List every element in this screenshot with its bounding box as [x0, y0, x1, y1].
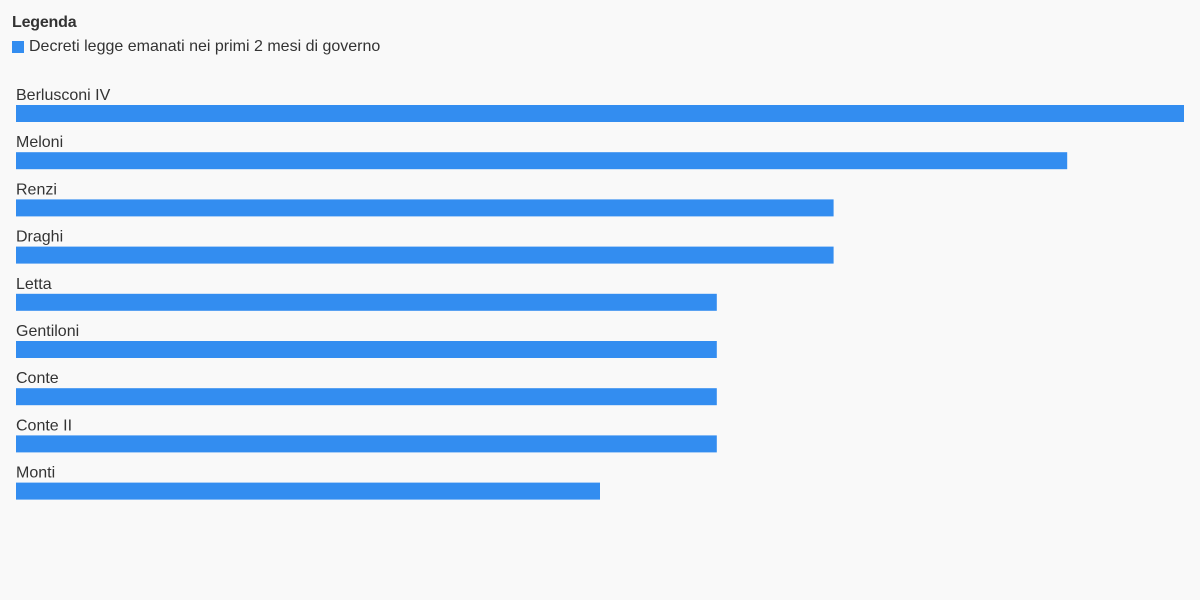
category-label: Renzi: [16, 181, 57, 198]
category-label: Berlusconi IV: [16, 87, 111, 104]
legend-title: Legenda: [12, 14, 77, 31]
category-label: Monti: [16, 465, 55, 482]
bar[interactable]: [16, 152, 1068, 170]
bar[interactable]: [16, 246, 834, 264]
legend-series-label: Decreti legge emanati nei primi 2 mesi d…: [29, 38, 381, 55]
category-label: Conte: [16, 370, 59, 387]
legend: Legenda Decreti legge emanati nei primi …: [12, 12, 380, 59]
bar[interactable]: [16, 341, 717, 358]
category-label: Letta: [16, 276, 52, 293]
category-label: Meloni: [16, 134, 63, 151]
bar[interactable]: [16, 105, 1184, 122]
bar[interactable]: [16, 435, 717, 453]
bar[interactable]: [16, 293, 717, 311]
legend-swatch-icon: [12, 41, 24, 53]
bar[interactable]: [16, 199, 834, 217]
category-label: Draghi: [16, 229, 63, 246]
bar[interactable]: [16, 482, 600, 500]
bar[interactable]: [16, 388, 717, 406]
legend-item: Decreti legge emanati nei primi 2 mesi d…: [12, 35, 380, 59]
category-label: Gentiloni: [16, 323, 79, 340]
category-label: Conte II: [16, 417, 72, 434]
